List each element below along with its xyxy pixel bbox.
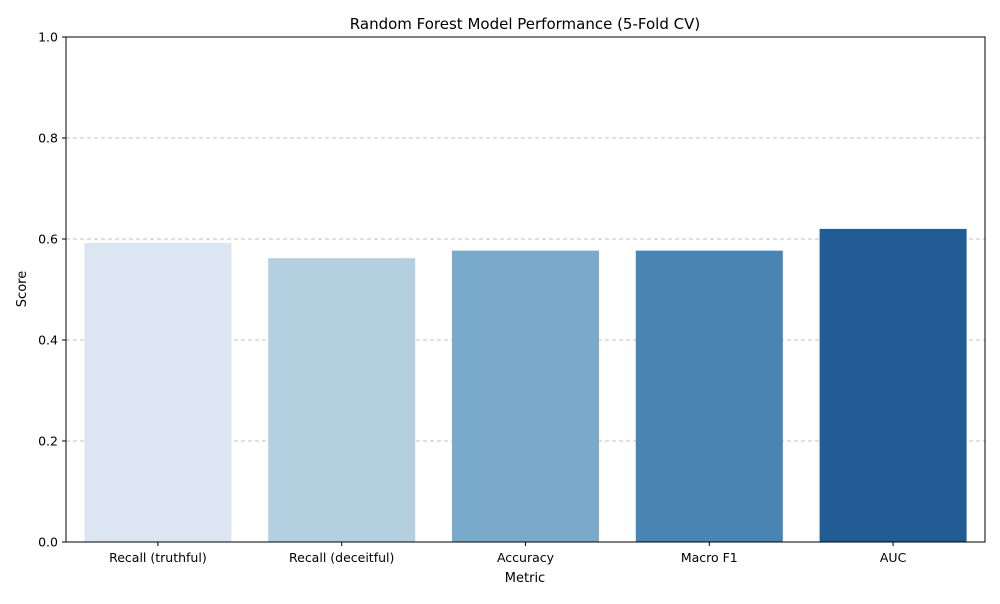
y-tick-label: 0.6: [38, 232, 58, 247]
y-ticks: 0.0 0.2 0.4 0.6 0.8 1.0: [38, 30, 66, 550]
y-tick-label: 0.0: [38, 535, 58, 550]
x-tick-label: Recall (truthful): [109, 550, 207, 565]
x-tick-label: Accuracy: [497, 550, 555, 565]
x-tick-label: Macro F1: [681, 550, 738, 565]
y-axis-label: Score: [15, 271, 30, 307]
bar: [451, 250, 600, 543]
y-tick-label: 1.0: [38, 30, 58, 45]
x-ticks: Recall (truthful) Recall (deceitful) Accur…: [109, 542, 907, 565]
bar: [268, 258, 416, 542]
bars: [84, 228, 967, 543]
bar: [84, 243, 232, 543]
x-tick-label: AUC: [880, 550, 907, 565]
bar: [635, 250, 783, 543]
y-tick-label: 0.2: [38, 434, 58, 449]
x-axis-label: Metric: [505, 571, 545, 586]
chart-title: Random Forest Model Performance (5-Fold …: [350, 15, 700, 33]
y-tick-label: 0.8: [38, 131, 58, 146]
x-tick-label: Recall (deceitful): [289, 550, 394, 565]
bar: [819, 228, 967, 542]
y-tick-label: 0.4: [38, 333, 58, 348]
